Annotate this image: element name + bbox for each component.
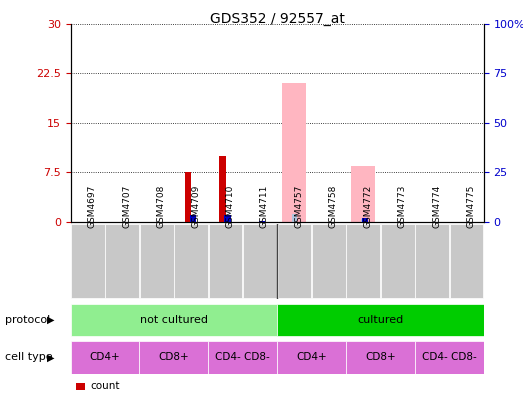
Bar [259,221,265,222]
Text: CD4- CD8-: CD4- CD8- [422,352,477,362]
Text: GSM4773: GSM4773 [397,184,407,227]
FancyBboxPatch shape [208,341,277,373]
Text: GSM4775: GSM4775 [467,184,475,227]
Text: GSM4774: GSM4774 [432,184,441,227]
Text: protocol: protocol [5,315,51,325]
Text: GSM4710: GSM4710 [225,184,234,227]
Text: CD4+: CD4+ [90,352,120,362]
FancyBboxPatch shape [312,225,346,298]
Text: CD4- CD8-: CD4- CD8- [215,352,270,362]
Text: GSM4711: GSM4711 [260,184,269,227]
FancyBboxPatch shape [243,225,277,298]
Text: count: count [90,381,120,391]
FancyBboxPatch shape [381,225,415,298]
Bar [351,166,376,222]
Text: GSM4697: GSM4697 [88,184,97,227]
Text: CD4+: CD4+ [297,352,327,362]
Text: ▶: ▶ [47,315,54,325]
Text: CD8+: CD8+ [365,352,396,362]
Text: not cultured: not cultured [140,315,208,325]
Text: cell type: cell type [5,352,53,362]
Text: GSM4772: GSM4772 [363,184,372,227]
FancyBboxPatch shape [140,225,174,298]
Text: GSM4757: GSM4757 [294,184,303,227]
FancyBboxPatch shape [277,341,346,373]
FancyBboxPatch shape [346,341,415,373]
Bar [292,214,297,222]
FancyBboxPatch shape [71,341,140,373]
Text: GDS352 / 92557_at: GDS352 / 92557_at [210,12,345,26]
FancyBboxPatch shape [71,225,105,298]
FancyBboxPatch shape [415,225,449,298]
Text: GSM4708: GSM4708 [157,184,166,227]
FancyBboxPatch shape [209,225,243,298]
Bar [282,83,306,222]
Bar [185,172,191,222]
FancyBboxPatch shape [278,225,311,298]
FancyBboxPatch shape [450,225,483,298]
Bar [362,218,368,222]
Bar [219,156,225,222]
FancyBboxPatch shape [105,225,139,298]
Text: ▶: ▶ [47,352,54,362]
FancyBboxPatch shape [346,225,380,298]
Text: GSM4758: GSM4758 [329,184,338,227]
FancyBboxPatch shape [415,341,484,373]
Bar [224,215,231,222]
Text: CD8+: CD8+ [158,352,189,362]
Bar [361,219,366,222]
FancyBboxPatch shape [174,225,208,298]
Bar [190,215,196,222]
Text: cultured: cultured [357,315,404,325]
FancyBboxPatch shape [277,304,484,336]
Text: GSM4707: GSM4707 [122,184,131,227]
Text: GSM4709: GSM4709 [191,184,200,227]
FancyBboxPatch shape [140,341,208,373]
FancyBboxPatch shape [71,304,277,336]
